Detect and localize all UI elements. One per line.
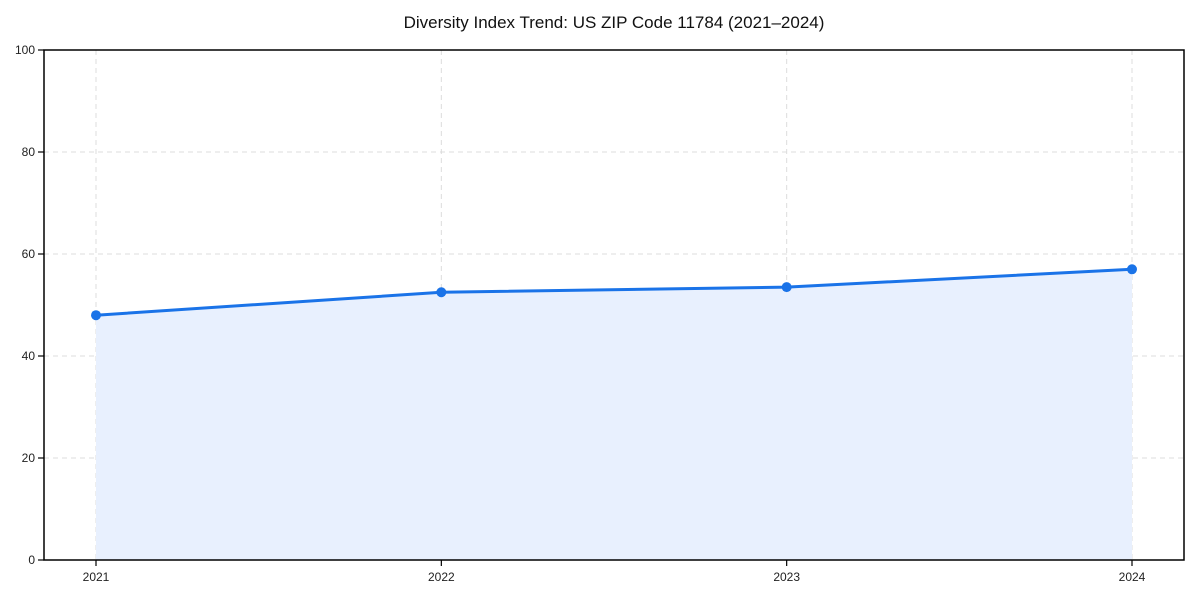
x-tick-label: 2022 [428, 570, 455, 584]
x-tick-label: 2024 [1119, 570, 1146, 584]
data-point-2023 [781, 282, 792, 293]
chart-title: Diversity Index Trend: US ZIP Code 11784… [403, 13, 825, 32]
y-tick-label: 80 [22, 145, 36, 159]
trend-line [94, 267, 1134, 317]
data-point-2024 [1127, 264, 1137, 275]
y-tick-label: 100 [15, 43, 35, 57]
y-tick-label: 60 [22, 247, 36, 261]
x-tick-label: 2023 [773, 570, 800, 584]
plot-border [43, 49, 1185, 561]
x-tick-label: 2021 [83, 570, 110, 584]
data-point-2021 [91, 310, 101, 321]
y-tick-label: 40 [22, 349, 36, 363]
y-tick-label: 0 [28, 553, 35, 567]
data-point-2022 [436, 287, 447, 298]
y-tick-label: 20 [22, 451, 36, 465]
area-fill [96, 269, 1132, 560]
